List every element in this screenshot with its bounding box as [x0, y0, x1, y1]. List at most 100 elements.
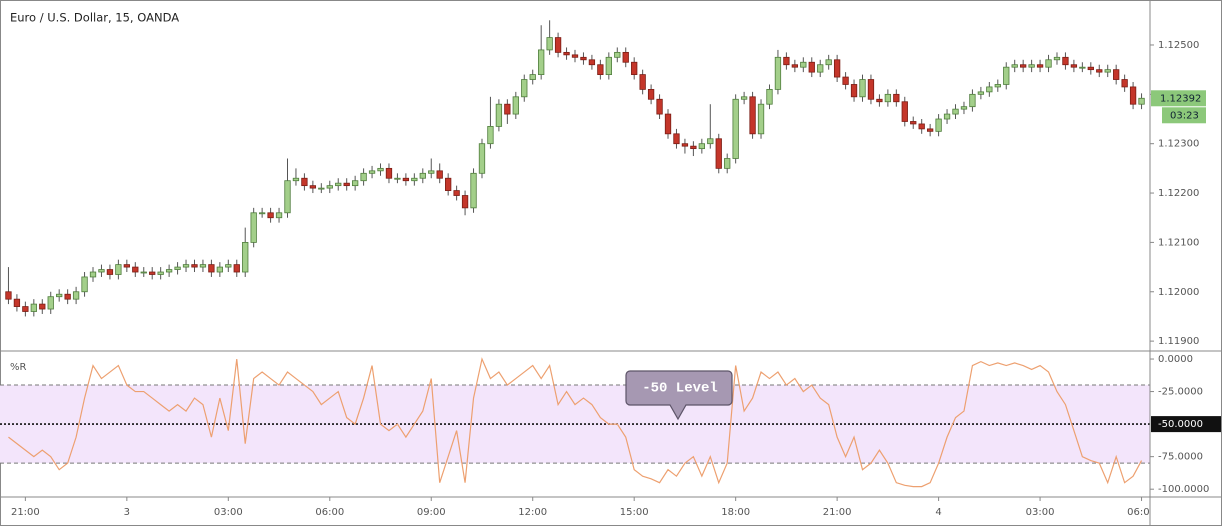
candle-body: [149, 271, 156, 275]
candle-body: [943, 113, 951, 120]
y-tick-label: 0.0000: [1158, 354, 1193, 365]
price-tag: [1151, 90, 1206, 107]
candle-body: [98, 269, 105, 273]
candle-body: [791, 64, 799, 68]
candle-body: [1020, 64, 1027, 68]
candle-body: [538, 49, 545, 75]
candle-body: [1104, 69, 1111, 73]
band: [0, 385, 1150, 464]
candle-body: [732, 98, 739, 159]
candle-body: [39, 303, 46, 310]
candle-body: [884, 93, 892, 103]
candle-body: [952, 108, 959, 115]
candle-body: [411, 177, 418, 182]
candle-body: [800, 61, 807, 68]
candle-body: [267, 212, 274, 219]
x-tick-label: 09:00: [417, 507, 446, 518]
candle-body: [225, 264, 232, 268]
candle-body: [554, 37, 562, 53]
candle-body: [1011, 64, 1018, 68]
candle-body: [774, 56, 782, 90]
candle-body: [47, 296, 54, 310]
candle-body: [960, 106, 968, 110]
candle-body: [292, 177, 300, 182]
candle-body: [284, 180, 291, 214]
candle-body: [749, 96, 756, 135]
x-tick-label: 21:00: [823, 507, 852, 518]
x-tick-label: 15:00: [620, 507, 649, 518]
y-tick-label: -25.0000: [1158, 387, 1203, 398]
candle-body: [318, 187, 325, 190]
candle-body: [64, 293, 71, 300]
candle-body: [216, 266, 224, 273]
candle-body: [89, 271, 97, 278]
candle-body: [639, 74, 646, 90]
candle-body: [681, 143, 689, 147]
x-tick-label: 06:00: [315, 507, 344, 518]
candle-body: [597, 64, 604, 75]
candle-body: [385, 167, 393, 179]
candle-body: [926, 128, 934, 132]
candle-body: [191, 264, 198, 268]
candle-body: [622, 51, 629, 63]
y-tick-label: -100.0000: [1158, 484, 1209, 495]
price-pane: [5, 20, 1145, 317]
candle-body: [833, 59, 841, 78]
x-tick-label: 3: [124, 507, 130, 518]
candle-body: [825, 59, 832, 66]
candle-body: [115, 264, 122, 275]
candle-body: [571, 54, 579, 58]
candle-body: [910, 121, 917, 125]
candle-body: [1096, 69, 1103, 73]
candle-body: [893, 93, 900, 103]
candle-body: [402, 177, 410, 182]
candle-body: [250, 212, 257, 243]
candle-body: [521, 79, 528, 98]
candle-body: [428, 170, 435, 174]
candle-body: [436, 170, 443, 179]
candle-body: [512, 96, 519, 115]
candle-body: [301, 177, 308, 187]
x-tick-label: 06:00: [1127, 507, 1156, 518]
last-price: 1.12392: [1160, 93, 1201, 104]
y-tick-label: 1.12500: [1158, 40, 1199, 51]
candle-body: [850, 84, 858, 98]
candle-body: [5, 291, 12, 300]
candle-body: [343, 182, 350, 187]
candle-body: [174, 266, 181, 270]
countdown-tag: [1162, 107, 1206, 124]
candle-body: [588, 59, 596, 66]
candle-body: [123, 264, 130, 268]
candle-body: [165, 269, 173, 273]
candle-body: [377, 167, 384, 172]
x-tick-label: 18:00: [721, 507, 750, 518]
candle-body: [1028, 64, 1035, 68]
countdown: 03:23: [1170, 110, 1199, 121]
midline-label: -50.0000: [1158, 419, 1203, 430]
candle-body: [360, 172, 367, 182]
candle-body: [56, 293, 63, 298]
candle-body: [707, 138, 714, 145]
candle-body: [698, 143, 705, 150]
candle-body: [504, 103, 511, 115]
candle-body: [461, 195, 469, 209]
candle-body: [208, 264, 215, 273]
candle-body: [445, 177, 452, 191]
candle-body: [808, 61, 815, 73]
candle-body: [918, 123, 925, 130]
candle-body: [690, 145, 697, 150]
candle-body: [22, 306, 29, 312]
candle-body: [817, 64, 824, 73]
candle-body: [1113, 69, 1120, 80]
candle-body: [13, 298, 21, 307]
candle-body: [199, 264, 207, 268]
candle-body: [106, 269, 114, 275]
candle-body: [394, 177, 401, 180]
candle-body: [453, 190, 460, 196]
candle-body: [901, 101, 908, 122]
x-tick-label: 21:00: [11, 507, 40, 518]
chart-title: Euro / U.S. Dollar, 15, OANDA: [10, 11, 179, 25]
candle-body: [859, 79, 866, 98]
time-axis: 21:00 3 03:00 06:00 09:00 12:00 15:00 18:00 21:0…: [11, 497, 1156, 518]
